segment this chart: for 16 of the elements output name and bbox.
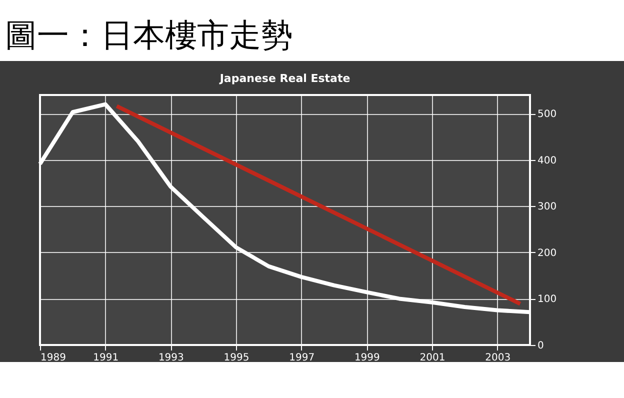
x-tick-label: 2001 [420, 352, 446, 364]
y-tick-label: 400 [538, 155, 557, 166]
y-tick-label: 0 [538, 340, 544, 352]
y-tick-label: 500 [538, 109, 557, 120]
chart-title: 圖一：日本樓市走勢 [5, 17, 293, 53]
x-tick-label: 1997 [289, 352, 315, 364]
y-tick-label: 100 [538, 294, 557, 306]
chart-subtitle: Japanese Real Estate [218, 72, 350, 85]
x-tick-label: 1989 [40, 352, 66, 364]
x-tick-label: 1995 [224, 352, 250, 364]
y-tick-label: 300 [538, 202, 557, 213]
x-tick-label: 1999 [354, 352, 380, 364]
x-tick-label: 1993 [158, 352, 184, 364]
x-tick-label: 1991 [93, 352, 119, 364]
y-tick-label: 200 [538, 248, 557, 259]
x-tick-label: 2003 [485, 352, 511, 364]
